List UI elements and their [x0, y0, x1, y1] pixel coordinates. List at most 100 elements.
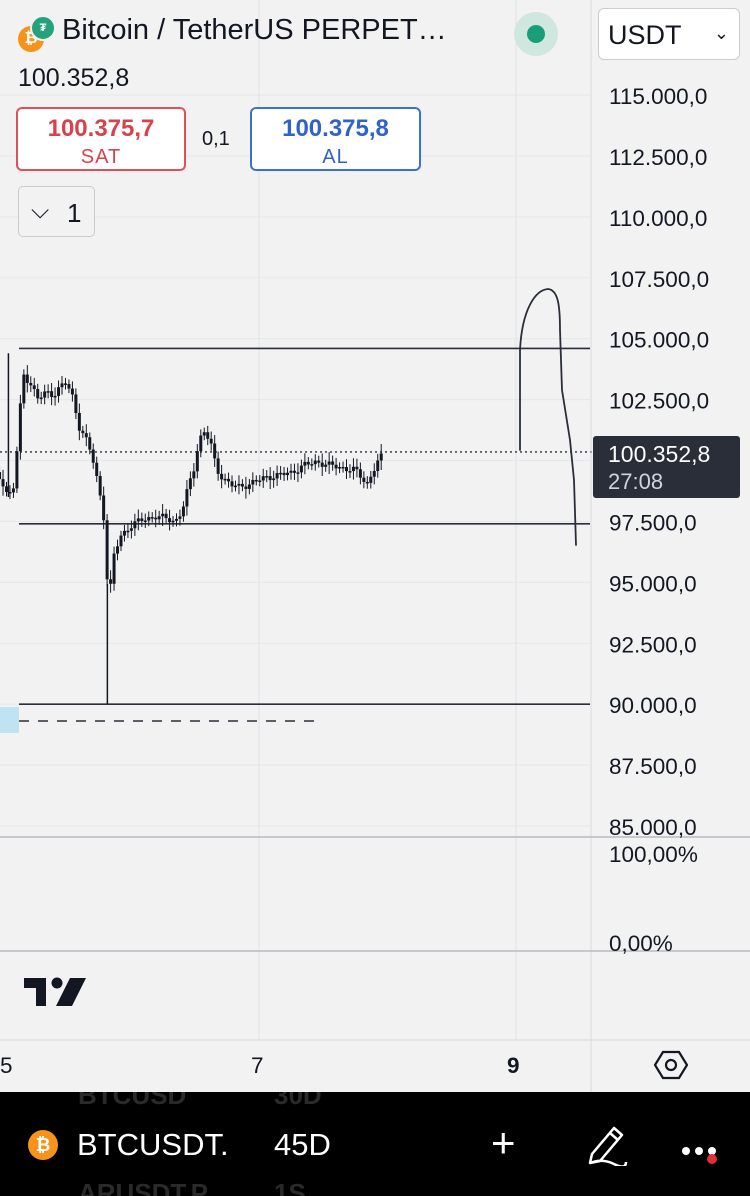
candle-body: [122, 530, 126, 536]
candle-body: [0, 472, 2, 480]
candle-body: [379, 453, 383, 461]
candle-body: [70, 388, 74, 395]
candle-body: [84, 433, 88, 438]
candle-body: [192, 471, 196, 479]
candle-body: [202, 432, 206, 436]
candle-body: [1, 479, 5, 487]
sell-price: 100.375,7: [47, 115, 155, 142]
last-price: 100.352,8: [18, 64, 130, 92]
candle-body: [154, 517, 158, 520]
candle-body: [105, 520, 109, 580]
candle-body: [63, 383, 67, 385]
sell-button[interactable]: 100.375,7 SAT: [16, 107, 186, 171]
candle-body: [18, 403, 22, 452]
candle-body: [53, 395, 57, 398]
currency-select[interactable]: USDT ⌄: [598, 8, 740, 60]
price-tick-label: 107.500,0: [609, 267, 709, 292]
buy-label: AL: [322, 146, 349, 168]
candle-body: [109, 579, 113, 584]
candle-body: [209, 438, 213, 444]
tradingview-logo[interactable]: [24, 972, 88, 1012]
symbol-picker[interactable]: BTCUSDT.: [77, 1127, 229, 1162]
candle-body: [88, 437, 92, 450]
candle-body: [279, 472, 283, 475]
interval-picker[interactable]: 45D: [274, 1127, 331, 1162]
candle-body: [112, 553, 116, 584]
symbol-title[interactable]: Bitcoin / TetherUS PERPET…: [62, 14, 447, 46]
candle-body: [50, 391, 54, 397]
candle-body: [362, 477, 366, 482]
candle-body: [289, 470, 293, 473]
candle-body: [143, 520, 147, 523]
candle-body: [67, 383, 71, 389]
price-tick-label: 110.000,0: [609, 206, 707, 231]
candle-body: [136, 518, 140, 522]
price-tick-label: 95.000,0: [609, 571, 697, 596]
candle-body: [147, 517, 151, 521]
candle-body: [91, 449, 95, 463]
candle-body: [8, 491, 12, 494]
candle-body: [175, 518, 179, 521]
bitcoin-logo: ₿: [28, 1130, 58, 1160]
candle-body: [39, 397, 43, 400]
candle-body: [95, 462, 99, 476]
add-icon[interactable]: +: [491, 1119, 516, 1166]
candle-body: [292, 470, 296, 473]
settings-icon[interactable]: [654, 1048, 688, 1082]
candle-body: [168, 518, 172, 523]
candle-body: [233, 485, 237, 488]
ghost-interval-above: 30D: [274, 1092, 322, 1110]
candle-body: [282, 472, 286, 476]
price-tick-label: 87.500,0: [609, 754, 697, 779]
price-tick-label: 90.000,0: [609, 693, 697, 718]
candle-body: [296, 472, 300, 474]
candle-body: [230, 481, 234, 487]
notification-dot: [707, 1154, 717, 1164]
currency-value: USDT: [608, 20, 682, 50]
candle-body: [334, 464, 338, 469]
indicator-top-label: 100,00%: [609, 842, 698, 867]
bottom-toolbar: BTCUSD 30D ARUSDT.P 1S ₿ BTCUSDT. 45D +: [0, 1092, 750, 1196]
candle-body: [324, 464, 328, 467]
candle-body: [254, 479, 258, 482]
chevron-down-icon: ⌄: [713, 23, 729, 43]
candle-body: [338, 467, 342, 469]
candle-body: [181, 506, 185, 517]
candle-body: [310, 464, 314, 466]
candle-body: [268, 476, 272, 481]
candle-body: [213, 443, 217, 459]
order-panel-collapse-button[interactable]: ⌵ 1: [18, 186, 95, 237]
price-chart[interactable]: 115.000,0 112.500,0 110.000,0 107.500,0 105.…: [0, 0, 750, 1092]
candle-body: [216, 458, 220, 474]
candle-body: [74, 394, 78, 414]
candle-body: [331, 461, 335, 465]
candle-body: [150, 517, 154, 519]
chevron-down-icon: ⌵: [31, 197, 50, 224]
candle-body: [36, 389, 40, 399]
ghost-symbol-below: ARUSDT.P: [78, 1178, 209, 1196]
candle-body: [185, 489, 189, 507]
indicator-bottom-label: 0,00%: [609, 931, 673, 956]
candle-body: [102, 495, 106, 521]
sell-label: SAT: [80, 146, 122, 168]
current-price-label: 100.352,8: [608, 441, 711, 467]
time-axis-label: 9: [507, 1053, 520, 1078]
candle-body: [22, 374, 26, 404]
more-icon[interactable]: [682, 1142, 721, 1160]
candle-body: [206, 432, 210, 439]
candle-body: [303, 461, 307, 466]
drawing-tools-icon[interactable]: [584, 1120, 628, 1166]
candle-body: [188, 478, 192, 490]
candle-body: [240, 483, 244, 487]
tether-logo: ₮: [30, 15, 56, 41]
candle-body: [81, 430, 85, 434]
candle-body: [345, 467, 349, 472]
candle-body: [306, 461, 310, 465]
candle-body: [372, 471, 376, 477]
candle-body: [161, 513, 165, 517]
freehand-drawing: [519, 288, 577, 546]
market-status-dot: [527, 25, 545, 43]
candle-body: [355, 466, 359, 470]
buy-button[interactable]: 100.375,8 AL: [250, 107, 421, 171]
candle-body: [275, 473, 279, 479]
